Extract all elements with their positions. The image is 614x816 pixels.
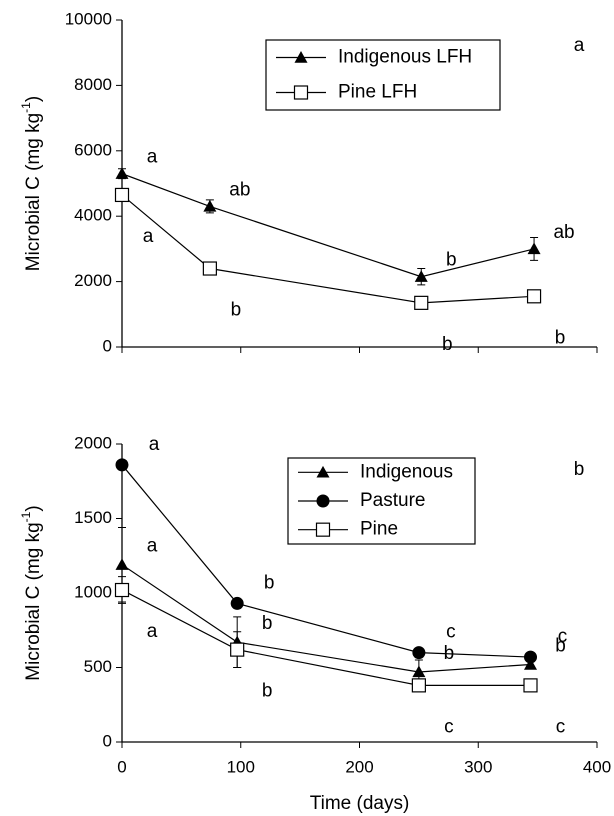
y-tick-label: 1500 (74, 508, 112, 527)
legend-label: Pine (360, 519, 398, 540)
annotation: a (147, 621, 158, 642)
marker-square (114, 187, 130, 203)
legend-label: Indigenous LFH (338, 47, 472, 68)
annotation: b (262, 681, 273, 702)
marker-triangle (115, 167, 129, 179)
annotation: ab (553, 222, 574, 243)
y-tick-label: 4000 (74, 206, 112, 225)
x-tick-label: 400 (583, 757, 611, 776)
y-tick-label: 0 (103, 731, 112, 750)
marker-square (526, 289, 542, 304)
y-tick-label: 1000 (74, 582, 112, 601)
y-tick-label: 0 (103, 336, 112, 355)
panel-label: b (574, 459, 585, 480)
legend-label: Pasture (360, 490, 425, 511)
legend-label: Pine LFH (338, 82, 417, 103)
legend-marker (316, 494, 330, 508)
annotation: c (446, 622, 456, 643)
annotation: ab (229, 179, 250, 200)
annotation: a (149, 434, 160, 455)
x-tick-label: 0 (117, 757, 126, 776)
annotation: b (446, 250, 457, 271)
panel-label: a (574, 35, 585, 56)
annotation: b (264, 572, 275, 593)
annotation: b (262, 613, 273, 634)
y-axis-label-part: ) (23, 96, 44, 102)
annotation: b (231, 300, 242, 321)
series-line (121, 194, 535, 304)
y-axis-label-part: -1 (19, 102, 33, 113)
legend-marker (293, 85, 309, 100)
legend-label: Indigenous (360, 461, 453, 482)
y-tick-label: 500 (84, 657, 112, 676)
marker-square (114, 582, 130, 598)
marker-triangle (414, 270, 428, 282)
x-axis-label: Time (days) (310, 793, 410, 814)
marker-square (411, 678, 426, 693)
marker-circle (115, 458, 129, 472)
annotation: b (555, 636, 566, 657)
marker-circle (412, 646, 426, 660)
marker-triangle (203, 199, 217, 212)
x-tick-label: 100 (227, 757, 255, 776)
series-line (121, 564, 531, 673)
marker-circle (524, 650, 537, 664)
y-axis-label-part: Microbial C (mg kg (23, 522, 44, 680)
series-line (121, 589, 531, 686)
y-axis-label-part: -1 (19, 511, 33, 522)
y-tick-label: 10000 (65, 9, 112, 28)
y-axis-label-part: ) (23, 505, 44, 511)
marker-triangle (524, 658, 537, 670)
marker-square (523, 678, 538, 693)
marker-square (202, 261, 217, 276)
y-tick-label: 2000 (74, 433, 112, 452)
y-axis-label-part: Microbial C (mg kg (23, 113, 44, 271)
y-tick-label: 8000 (74, 75, 112, 94)
annotation: c (558, 626, 568, 647)
annotation: a (147, 147, 158, 168)
annotation: b (555, 327, 566, 348)
series-line (121, 464, 531, 658)
marker-triangle (115, 558, 129, 570)
legend-marker (316, 465, 330, 478)
marker-triangle (412, 665, 426, 678)
annotation: a (147, 536, 158, 557)
x-tick-label: 200 (345, 757, 373, 776)
marker-square (230, 642, 245, 657)
y-tick-label: 6000 (74, 140, 112, 159)
y-axis-label: Microbial C (mg kg-1) (19, 505, 44, 680)
y-axis-label: Microbial C (mg kg-1) (19, 96, 44, 271)
marker-circle (230, 596, 244, 610)
annotation: c (556, 716, 566, 737)
legend-marker (294, 51, 308, 63)
annotation: a (143, 226, 154, 247)
y-tick-label: 2000 (74, 271, 112, 290)
legend-marker (315, 522, 331, 537)
x-tick-label: 300 (464, 757, 492, 776)
marker-square (414, 295, 429, 310)
series-line (121, 173, 535, 278)
annotation: c (444, 716, 454, 737)
marker-triangle (527, 242, 541, 255)
annotation: b (442, 334, 453, 355)
